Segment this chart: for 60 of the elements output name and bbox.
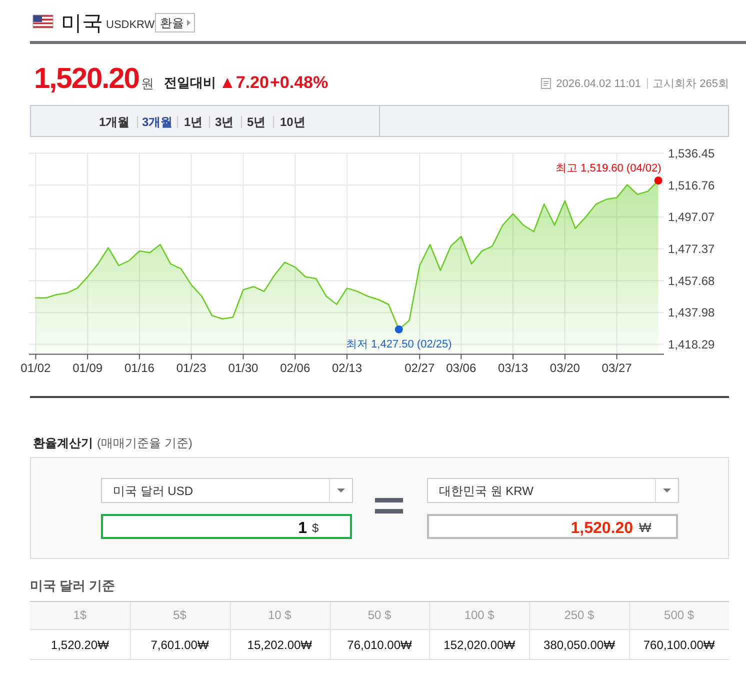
text: +0.48% — [270, 73, 328, 92]
x-tick-label: 03/13 — [498, 361, 528, 375]
x-tick-label: 03/27 — [602, 361, 632, 375]
text: 미국 달러 기준 — [30, 578, 116, 593]
text: 15,202.00₩ — [247, 638, 313, 652]
text: 76,010.00₩ — [347, 638, 413, 652]
text: ▲7.20 — [219, 73, 269, 92]
text: 미국 달러 USD — [113, 484, 194, 498]
text: 3개월 — [142, 115, 173, 129]
text: 5년 — [247, 115, 266, 129]
y-tick-label: 1,418.29 — [668, 337, 716, 352]
text: USDKRW — [106, 19, 156, 31]
category-label: 5$ — [173, 608, 187, 622]
text: 1개월 — [99, 115, 130, 129]
text: 전일대비 — [164, 75, 216, 90]
x-tick-label: 01/09 — [72, 361, 103, 375]
text: $ — [312, 521, 319, 535]
category-label: 100 $ — [464, 608, 495, 622]
text: 2026.04.02 11:01 — [556, 78, 641, 90]
text: 1,520.20₩ — [50, 638, 110, 652]
annotation: 최고 1,519.60 (04/02) — [556, 162, 662, 175]
y-tick-label: 1,516.76 — [668, 178, 716, 192]
annotation: 최저 1,427.50 (02/25) — [346, 338, 452, 350]
x-tick-label: 02/13 — [332, 361, 362, 375]
text: 원 — [141, 76, 154, 91]
text: 환율계산기 — [33, 436, 93, 450]
text: 1,520.20 — [570, 520, 634, 537]
text: ₩ — [639, 520, 652, 535]
x-tick-label: 01/02 — [20, 361, 52, 375]
x-tick-label: 02/27 — [404, 361, 435, 375]
category-label: 1$ — [73, 608, 87, 622]
text: 미국 — [61, 12, 103, 35]
x-tick-label: 01/23 — [176, 361, 207, 375]
y-tick-label: 1,477.37 — [668, 242, 716, 256]
text: (매매기준율 기준) — [97, 436, 192, 450]
text: 7,601.00₩ — [150, 638, 210, 652]
text: 152,020.00₩ — [444, 638, 516, 652]
text: 3년 — [215, 115, 234, 129]
text: 환율 — [160, 16, 184, 30]
text: 고시회차 265회 — [652, 78, 729, 90]
y-tick-label: 1,536.45 — [668, 146, 716, 160]
y-tick-label: 1,497.07 — [668, 210, 716, 224]
x-tick-label: 03/06 — [446, 361, 476, 375]
category-label: 50 $ — [368, 608, 392, 622]
y-tick-label: 1,437.98 — [668, 306, 716, 320]
x-tick-label: 02/06 — [280, 361, 310, 375]
category-label: 10 $ — [268, 608, 292, 622]
x-tick-label: 01/16 — [124, 361, 155, 375]
x-tick-label: 01/30 — [228, 361, 259, 375]
text: 1,520.20 — [34, 63, 139, 95]
text: 1 — [298, 520, 308, 537]
text: 380,050.00₩ — [544, 638, 616, 652]
text: 1년 — [184, 115, 203, 129]
text: 10년 — [280, 115, 306, 129]
y-tick-label: 1,457.68 — [668, 274, 716, 288]
text: 대한민국 원 KRW — [439, 484, 534, 498]
category-label: 250 $ — [564, 608, 595, 622]
x-tick-label: 03/20 — [550, 361, 580, 375]
category-label: 500 $ — [664, 608, 694, 622]
text: 760,100.00₩ — [643, 638, 716, 652]
